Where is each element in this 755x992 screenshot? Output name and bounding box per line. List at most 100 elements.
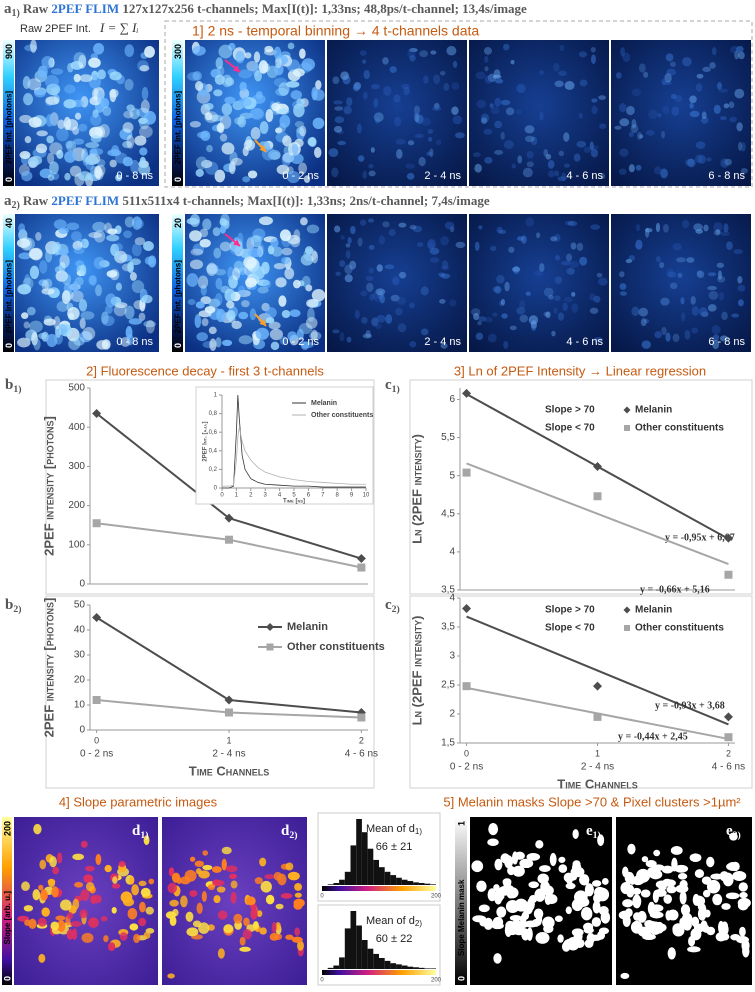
cell: [167, 973, 175, 979]
cell: [41, 279, 49, 292]
cell: [287, 871, 300, 881]
data-point: [224, 695, 234, 705]
cell: [532, 918, 540, 927]
category-label: 2 - 4 ns: [581, 762, 614, 773]
cell: [72, 853, 84, 861]
cell: [620, 972, 630, 980]
cell: [315, 80, 322, 90]
cell: [566, 267, 575, 275]
cell: [533, 908, 544, 920]
histogram-bar: [384, 960, 391, 969]
trendline-equation: y = -0,44x + 2,45: [618, 731, 688, 742]
cell: [620, 47, 626, 57]
cell: [337, 140, 347, 146]
cell: [545, 153, 552, 160]
cell: [736, 936, 750, 944]
cell: [534, 270, 544, 276]
arrow-head: [233, 65, 240, 72]
legend-label: Melanin: [311, 400, 337, 407]
cell: [332, 76, 340, 85]
cell: [219, 225, 226, 234]
panel-label-part: d: [281, 823, 290, 839]
cell: [113, 304, 127, 317]
cell: [618, 168, 627, 175]
cell: [143, 320, 156, 328]
cell: [496, 274, 505, 284]
panel-label: b2): [5, 597, 21, 615]
cell: [536, 232, 541, 239]
cell: [718, 292, 724, 301]
cell: [690, 928, 702, 941]
cell: [409, 302, 415, 309]
image-background: [327, 40, 467, 186]
cell: [138, 163, 151, 176]
cell: [433, 74, 441, 85]
cell: [208, 298, 221, 308]
cell: [597, 931, 606, 940]
cell: [284, 267, 295, 280]
x-tick-label: 2: [726, 748, 731, 758]
cell: [270, 341, 280, 351]
cell: [192, 243, 205, 255]
histogram-bar: [333, 883, 340, 885]
cell: [259, 927, 267, 935]
cell: [335, 271, 341, 276]
x-tick-label: 4: [278, 493, 282, 499]
cell: [698, 307, 708, 317]
cell: [709, 61, 716, 69]
panel-header-part: Raw: [23, 1, 52, 16]
cell: [280, 893, 293, 899]
panel-label-part: 2): [733, 830, 741, 841]
cell: [122, 122, 134, 133]
cell: [273, 63, 284, 76]
legend-note: Slope < 70: [545, 623, 595, 634]
cell: [277, 873, 287, 886]
cell: [138, 880, 147, 887]
cell: [239, 936, 246, 946]
cell: [721, 903, 731, 910]
cell: [56, 128, 69, 142]
colorbar-label: 2PEF Int. [photons]: [174, 91, 183, 165]
cell: [643, 71, 649, 78]
cell: [37, 65, 48, 78]
cell: [564, 81, 575, 90]
cell: [649, 911, 664, 919]
cell: [365, 275, 374, 281]
cell: [207, 884, 215, 891]
histogram-bar: [356, 925, 362, 969]
cell: [88, 57, 101, 68]
cell: [591, 880, 602, 887]
cell: [475, 71, 486, 80]
cell: [362, 333, 372, 339]
cell: [543, 924, 554, 934]
cell: [301, 275, 311, 288]
cell: [194, 314, 202, 328]
cell: [196, 332, 208, 342]
cell: [54, 325, 62, 338]
cell: [286, 80, 300, 88]
cell: [53, 316, 61, 330]
cell: [433, 102, 440, 110]
cell: [733, 249, 743, 255]
cell: [715, 932, 727, 942]
cell: [494, 285, 502, 294]
microscopy-image: [162, 817, 307, 985]
cell: [105, 293, 117, 308]
cell: [104, 864, 112, 873]
colorbar: [2, 817, 12, 985]
cell: [723, 103, 730, 109]
cell: [429, 148, 434, 158]
cell: [596, 888, 605, 898]
cell: [506, 885, 515, 899]
histogram-note: Mean of d2): [366, 915, 422, 928]
y-axis-title: 2PEF intensity [photons]: [41, 416, 56, 556]
cell: [557, 312, 565, 321]
cell: [56, 149, 64, 159]
cell: [427, 136, 433, 142]
histogram-bar: [418, 967, 425, 969]
cell: [441, 265, 450, 270]
image-time-label: 2 - 4 ns: [424, 336, 461, 348]
cell: [275, 277, 287, 288]
cell: [262, 280, 272, 289]
cell: [543, 311, 550, 317]
